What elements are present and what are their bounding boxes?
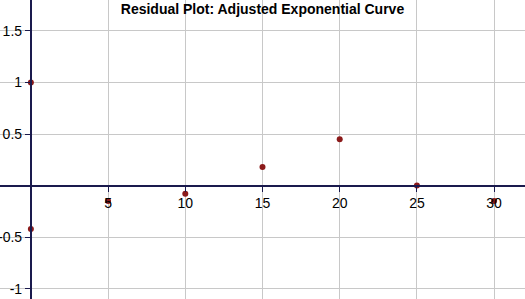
svg-text:-1: -1 xyxy=(10,281,23,297)
svg-text:5: 5 xyxy=(104,195,112,211)
svg-text:1.5: 1.5 xyxy=(3,23,23,39)
svg-text:Residual Plot: Adjusted Expone: Residual Plot: Adjusted Exponential Curv… xyxy=(121,1,405,17)
svg-text:0.5: 0.5 xyxy=(3,126,23,142)
svg-text:20: 20 xyxy=(332,195,348,211)
svg-text:30: 30 xyxy=(486,195,502,211)
svg-text:-0.5: -0.5 xyxy=(0,229,22,245)
svg-text:1: 1 xyxy=(14,74,22,90)
svg-text:10: 10 xyxy=(178,195,194,211)
svg-text:15: 15 xyxy=(255,195,271,211)
svg-text:25: 25 xyxy=(409,195,425,211)
